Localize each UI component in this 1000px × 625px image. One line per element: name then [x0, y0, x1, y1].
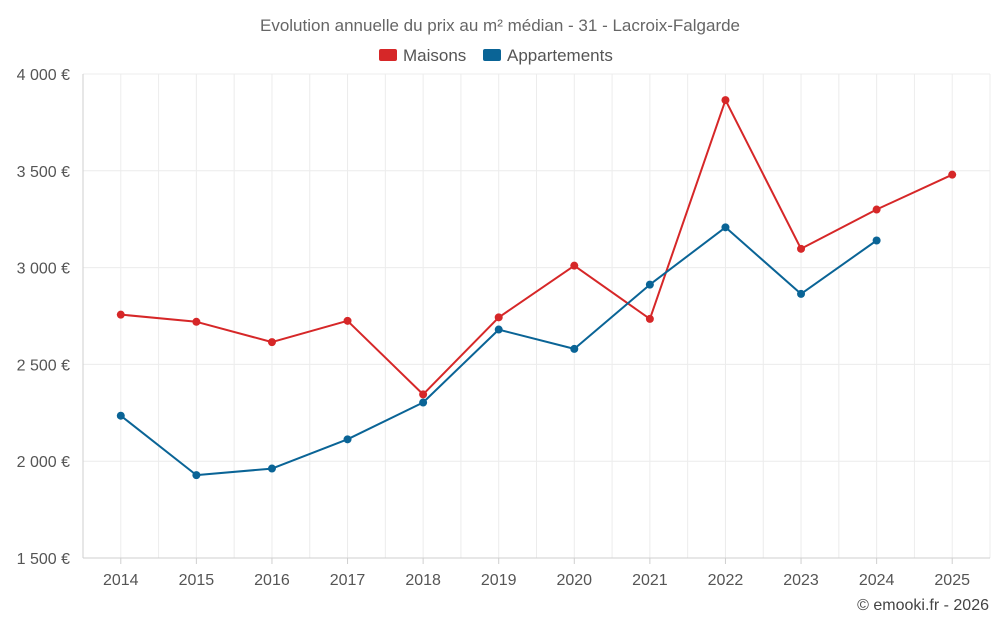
chart-title: Evolution annuelle du prix au m² médian …	[260, 16, 740, 35]
legend-label-appartements: Appartements	[507, 46, 613, 65]
x-tick-label: 2016	[254, 572, 290, 589]
data-point-maisons-2022[interactable]	[721, 96, 730, 105]
data-point-maisons-2021[interactable]	[645, 314, 654, 323]
legend: Maisons Appartements	[379, 46, 613, 65]
data-point-appartements-2016[interactable]	[267, 464, 276, 473]
data-point-appartements-2014[interactable]	[116, 411, 125, 420]
data-point-appartements-2018[interactable]	[419, 398, 428, 407]
x-tick-label: 2022	[708, 572, 744, 589]
legend-item-maisons[interactable]: Maisons	[379, 46, 466, 65]
x-tick-label: 2017	[330, 572, 366, 589]
series-maisons	[116, 96, 957, 399]
data-point-maisons-2014[interactable]	[116, 310, 125, 319]
legend-item-appartements[interactable]: Appartements	[483, 46, 613, 65]
x-tick-label: 2021	[632, 572, 668, 589]
legend-label-maisons: Maisons	[403, 46, 466, 65]
grid	[82, 73, 991, 558]
y-tick-label: 2 500 €	[17, 357, 70, 374]
data-point-maisons-2015[interactable]	[192, 317, 201, 326]
data-point-appartements-2022[interactable]	[721, 223, 730, 232]
series	[116, 96, 957, 480]
y-tick-label: 1 500 €	[17, 551, 70, 568]
data-point-maisons-2024[interactable]	[872, 205, 881, 214]
x-tick-label: 2024	[859, 572, 895, 589]
data-point-appartements-2023[interactable]	[797, 289, 806, 298]
data-point-maisons-2023[interactable]	[797, 244, 806, 253]
y-tick-label: 4 000 €	[17, 67, 70, 84]
data-point-appartements-2021[interactable]	[645, 280, 654, 289]
x-tick-label: 2020	[556, 572, 592, 589]
data-point-maisons-2016[interactable]	[267, 338, 276, 347]
x-tick-label: 2015	[179, 572, 215, 589]
data-point-maisons-2020[interactable]	[570, 261, 579, 270]
x-tick-label: 2023	[783, 572, 819, 589]
y-tick-label: 3 500 €	[17, 164, 70, 181]
legend-swatch-appartements	[483, 49, 501, 61]
credit-text: © emooki.fr - 2026	[857, 597, 989, 614]
data-point-appartements-2017[interactable]	[343, 435, 352, 444]
y-tick-label: 2 000 €	[17, 454, 70, 471]
data-point-maisons-2018[interactable]	[419, 390, 428, 399]
data-point-maisons-2017[interactable]	[343, 316, 352, 325]
data-point-appartements-2024[interactable]	[872, 236, 881, 245]
x-tick-label: 2025	[934, 572, 970, 589]
x-tick-label: 2018	[405, 572, 441, 589]
data-point-appartements-2015[interactable]	[192, 471, 201, 480]
x-tick-label: 2019	[481, 572, 517, 589]
axes: 1 500 € 2 000 € 2 500 € 3 000 € 3 500 € 4 000…	[17, 67, 990, 589]
series-line-maisons	[120, 99, 953, 396]
data-point-appartements-2019[interactable]	[494, 325, 503, 334]
y-tick-label: 3 000 €	[17, 261, 70, 278]
legend-swatch-maisons	[379, 49, 397, 61]
series-appartements	[116, 223, 881, 480]
x-tick-label: 2014	[103, 572, 139, 589]
data-point-maisons-2025[interactable]	[948, 170, 957, 179]
data-point-appartements-2020[interactable]	[570, 344, 579, 353]
data-point-maisons-2019[interactable]	[494, 313, 503, 322]
